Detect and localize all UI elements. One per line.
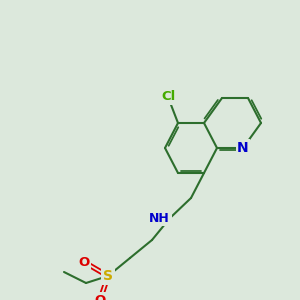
Text: O: O — [94, 293, 106, 300]
Text: Cl: Cl — [161, 91, 175, 103]
Text: O: O — [78, 256, 90, 268]
Text: S: S — [103, 269, 113, 283]
Text: N: N — [237, 141, 249, 155]
Text: NH: NH — [149, 212, 170, 224]
